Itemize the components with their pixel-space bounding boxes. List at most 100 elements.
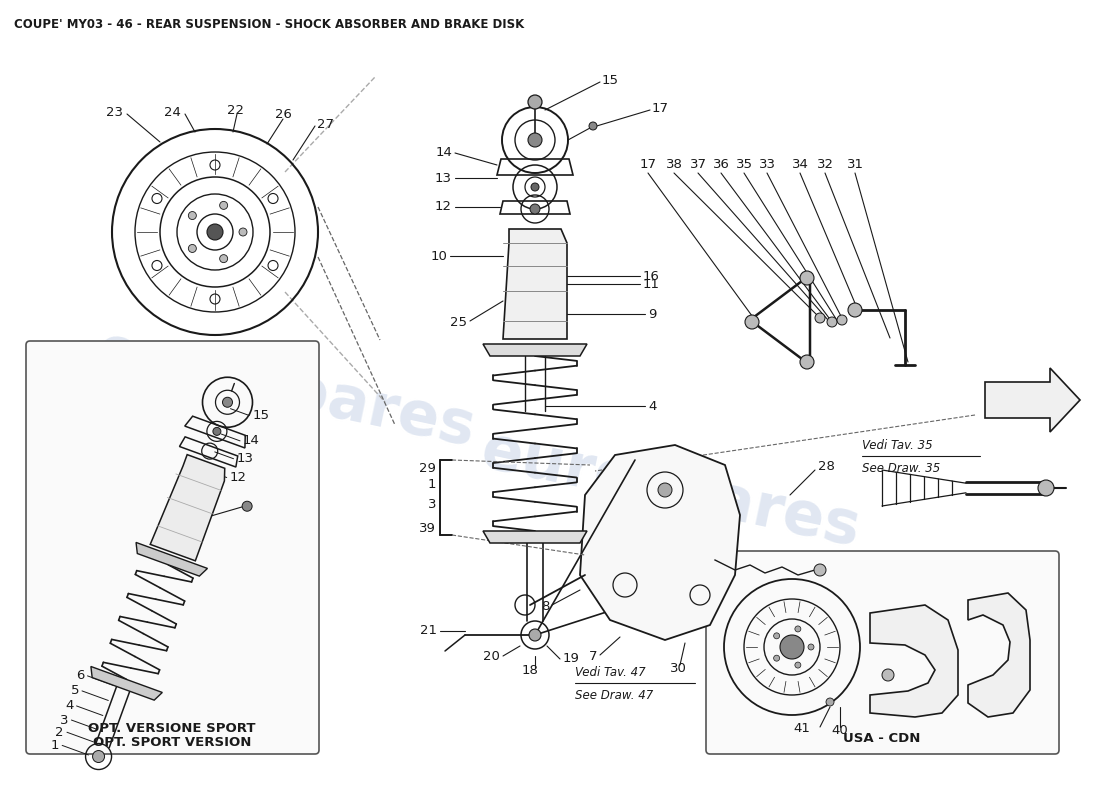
Circle shape <box>773 633 780 639</box>
Text: 34: 34 <box>792 158 808 171</box>
Text: 35: 35 <box>736 158 752 171</box>
Circle shape <box>1038 480 1054 496</box>
Text: 11: 11 <box>644 278 660 290</box>
Text: 41: 41 <box>793 722 811 735</box>
Text: 25: 25 <box>450 317 468 330</box>
Text: 6: 6 <box>76 670 85 682</box>
Text: See Draw. 35: See Draw. 35 <box>862 462 940 475</box>
Polygon shape <box>136 542 208 576</box>
Text: 8: 8 <box>540 601 549 614</box>
Circle shape <box>188 211 196 219</box>
Text: 32: 32 <box>816 158 834 171</box>
Text: 17: 17 <box>652 102 669 114</box>
Text: 40: 40 <box>832 725 848 738</box>
Polygon shape <box>870 605 958 717</box>
Text: 26: 26 <box>275 107 292 121</box>
Text: 24: 24 <box>164 106 182 118</box>
Circle shape <box>882 669 894 681</box>
FancyBboxPatch shape <box>706 551 1059 754</box>
Text: Vedi Tav. 35: Vedi Tav. 35 <box>862 439 933 452</box>
Text: 15: 15 <box>252 409 270 422</box>
Circle shape <box>826 698 834 706</box>
Circle shape <box>222 398 232 407</box>
Text: 5: 5 <box>70 685 79 698</box>
Text: 37: 37 <box>690 158 706 171</box>
Circle shape <box>531 183 539 191</box>
Text: 9: 9 <box>648 307 657 321</box>
Text: 12: 12 <box>434 201 452 214</box>
Polygon shape <box>503 229 566 339</box>
Text: 14: 14 <box>243 434 260 447</box>
Polygon shape <box>483 344 587 356</box>
Text: Vedi Tav. 47: Vedi Tav. 47 <box>575 666 646 679</box>
Circle shape <box>827 317 837 327</box>
Polygon shape <box>968 593 1030 717</box>
Circle shape <box>773 655 780 661</box>
Polygon shape <box>580 445 740 640</box>
Circle shape <box>837 315 847 325</box>
Circle shape <box>795 626 801 632</box>
Circle shape <box>188 245 196 253</box>
Text: OPT. SPORT VERSION: OPT. SPORT VERSION <box>92 737 251 750</box>
Text: 20: 20 <box>483 650 500 662</box>
Text: eurospares: eurospares <box>90 321 480 459</box>
Text: 15: 15 <box>602 74 619 86</box>
Circle shape <box>528 133 542 147</box>
Circle shape <box>529 629 541 641</box>
Text: 13: 13 <box>434 171 452 185</box>
Text: COUPE' MY03 - 46 - REAR SUSPENSION - SHOCK ABSORBER AND BRAKE DISK: COUPE' MY03 - 46 - REAR SUSPENSION - SHO… <box>14 18 525 31</box>
Circle shape <box>848 303 862 317</box>
Text: 14: 14 <box>436 146 452 159</box>
Polygon shape <box>151 454 224 561</box>
Text: 18: 18 <box>521 665 538 678</box>
Text: 12: 12 <box>230 471 246 484</box>
Text: 21: 21 <box>420 625 437 638</box>
Circle shape <box>239 228 248 236</box>
Text: 30: 30 <box>670 662 686 675</box>
Text: eurospares: eurospares <box>475 421 865 559</box>
Circle shape <box>213 427 221 435</box>
Text: 27: 27 <box>317 118 334 130</box>
Text: 4: 4 <box>648 399 657 413</box>
Text: 10: 10 <box>430 250 447 262</box>
Text: 23: 23 <box>106 106 123 118</box>
Circle shape <box>588 122 597 130</box>
Text: 16: 16 <box>644 270 660 282</box>
Circle shape <box>800 271 814 285</box>
Polygon shape <box>984 368 1080 432</box>
Circle shape <box>220 254 228 262</box>
Text: 33: 33 <box>759 158 775 171</box>
Circle shape <box>745 315 759 329</box>
Text: 4: 4 <box>65 699 74 713</box>
Circle shape <box>800 355 814 369</box>
Text: 17: 17 <box>639 158 657 171</box>
Polygon shape <box>91 666 163 700</box>
Circle shape <box>530 204 540 214</box>
Text: 36: 36 <box>713 158 729 171</box>
Text: See Draw. 47: See Draw. 47 <box>575 689 653 702</box>
Text: OPT. VERSIONE SPORT: OPT. VERSIONE SPORT <box>88 722 255 734</box>
Text: 7: 7 <box>588 650 597 663</box>
FancyBboxPatch shape <box>26 341 319 754</box>
Circle shape <box>92 750 104 762</box>
Circle shape <box>795 662 801 668</box>
Text: USA - CDN: USA - CDN <box>844 731 921 745</box>
Text: 28: 28 <box>818 461 835 474</box>
Circle shape <box>808 644 814 650</box>
Text: 2: 2 <box>55 726 64 738</box>
Text: 13: 13 <box>236 452 253 466</box>
Text: 22: 22 <box>227 103 243 117</box>
Circle shape <box>528 95 542 109</box>
Text: 29: 29 <box>419 462 436 474</box>
Circle shape <box>658 483 672 497</box>
Circle shape <box>242 502 252 511</box>
Text: 3: 3 <box>59 714 68 726</box>
Circle shape <box>814 564 826 576</box>
Polygon shape <box>483 531 587 543</box>
Circle shape <box>815 313 825 323</box>
Text: 31: 31 <box>847 158 864 171</box>
Text: 3: 3 <box>428 498 436 511</box>
Circle shape <box>780 635 804 659</box>
Text: 39: 39 <box>419 522 436 534</box>
Circle shape <box>207 224 223 240</box>
